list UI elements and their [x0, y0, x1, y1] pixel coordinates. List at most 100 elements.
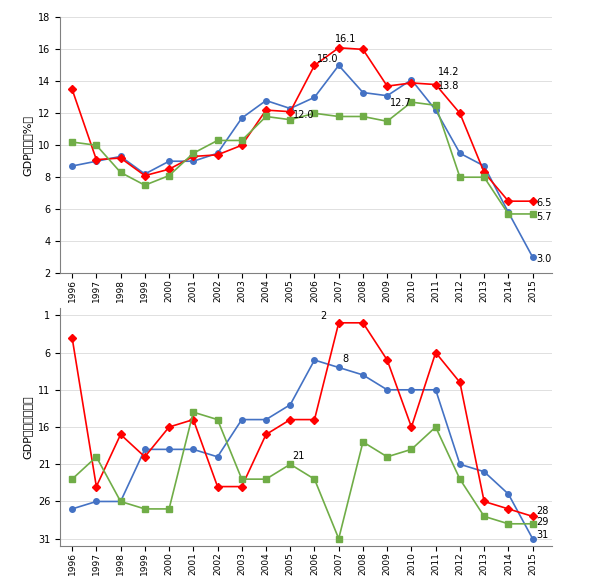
辽宁: [262, 97, 269, 104]
辽宁: [457, 150, 464, 157]
黑龙江: [505, 210, 512, 217]
辽宁: [141, 446, 148, 453]
黑龙江: [262, 113, 269, 120]
辽宁: [190, 446, 197, 453]
辽宁: [166, 446, 173, 453]
吉林: [432, 349, 439, 356]
辽宁: [238, 416, 245, 423]
黑龙江: [383, 453, 391, 460]
辽宁: [238, 114, 245, 121]
黑龙江: [481, 513, 488, 520]
吉林: [457, 110, 464, 117]
黑龙江: [190, 408, 197, 415]
辽宁: [311, 357, 318, 364]
Text: 8: 8: [343, 354, 349, 364]
吉林: [141, 453, 148, 460]
Text: 12.7: 12.7: [389, 98, 411, 107]
黑龙江: [457, 174, 464, 181]
Text: 29: 29: [536, 517, 548, 528]
辽宁: [408, 76, 415, 83]
辽宁: [505, 209, 512, 216]
黑龙江: [359, 439, 367, 446]
辽宁: [383, 386, 391, 393]
辽宁: [166, 157, 173, 165]
辽宁: [408, 386, 415, 393]
吉林: [529, 513, 536, 520]
吉林: [68, 86, 76, 93]
吉林: [287, 416, 294, 423]
辽宁: [529, 535, 536, 542]
吉林: [311, 62, 318, 69]
黑龙江: [335, 113, 343, 120]
辽宁: [359, 371, 367, 378]
辽宁: [432, 107, 439, 114]
吉林: [166, 166, 173, 173]
吉林: [505, 198, 512, 205]
Text: 28: 28: [536, 506, 548, 516]
吉林: [383, 83, 391, 89]
Y-axis label: GDP增速全国排名: GDP增速全国排名: [22, 395, 32, 459]
黑龙江: [166, 505, 173, 512]
吉林: [481, 169, 488, 176]
吉林: [93, 483, 100, 490]
辽宁: [383, 92, 391, 99]
辽宁: [117, 498, 124, 505]
吉林: [262, 107, 269, 114]
黑龙江: [359, 113, 367, 120]
辽宁: [68, 163, 76, 170]
Text: 14.2: 14.2: [438, 67, 460, 77]
辽宁: [481, 163, 488, 170]
黑龙江: [141, 505, 148, 512]
Text: 5.7: 5.7: [536, 212, 552, 222]
Text: 2: 2: [320, 311, 326, 321]
吉林: [432, 81, 439, 88]
辽宁: [214, 453, 221, 460]
辽宁: [481, 468, 488, 475]
辽宁: [287, 401, 294, 408]
吉林: [117, 155, 124, 162]
黑龙江: [481, 174, 488, 181]
辽宁: [117, 153, 124, 160]
辽宁: [214, 150, 221, 157]
辽宁: [262, 416, 269, 423]
吉林: [166, 424, 173, 431]
吉林: [335, 44, 343, 51]
吉林: [287, 108, 294, 115]
黑龙江: [68, 139, 76, 146]
Line: 吉林: 吉林: [70, 45, 535, 204]
Line: 辽宁: 辽宁: [70, 63, 535, 260]
辽宁: [93, 157, 100, 165]
吉林: [214, 151, 221, 158]
吉林: [505, 505, 512, 512]
黑龙江: [117, 498, 124, 505]
Text: 15.0: 15.0: [317, 54, 338, 64]
黑龙江: [214, 137, 221, 144]
吉林: [214, 483, 221, 490]
辽宁: [335, 62, 343, 69]
Text: 6.5: 6.5: [536, 198, 551, 208]
黑龙江: [335, 535, 343, 542]
黑龙江: [238, 137, 245, 144]
吉林: [529, 198, 536, 205]
辽宁: [190, 157, 197, 165]
黑龙江: [287, 116, 294, 123]
吉林: [238, 483, 245, 490]
辽宁: [68, 505, 76, 512]
Line: 吉林: 吉林: [70, 320, 535, 519]
吉林: [262, 431, 269, 438]
黑龙江: [529, 521, 536, 528]
黑龙江: [68, 476, 76, 483]
辽宁: [335, 364, 343, 371]
Text: 31: 31: [536, 530, 548, 540]
黑龙江: [383, 118, 391, 125]
吉林: [117, 431, 124, 438]
吉林: [190, 416, 197, 423]
黑龙江: [457, 476, 464, 483]
辽宁: [432, 386, 439, 393]
黑龙江: [287, 461, 294, 468]
Legend: 辽宁, 吉林, 黑龙江: 辽宁, 吉林, 黑龙江: [215, 320, 397, 339]
黑龙江: [93, 142, 100, 149]
吉林: [311, 416, 318, 423]
Line: 黑龙江: 黑龙江: [70, 410, 535, 541]
黑龙江: [311, 110, 318, 117]
